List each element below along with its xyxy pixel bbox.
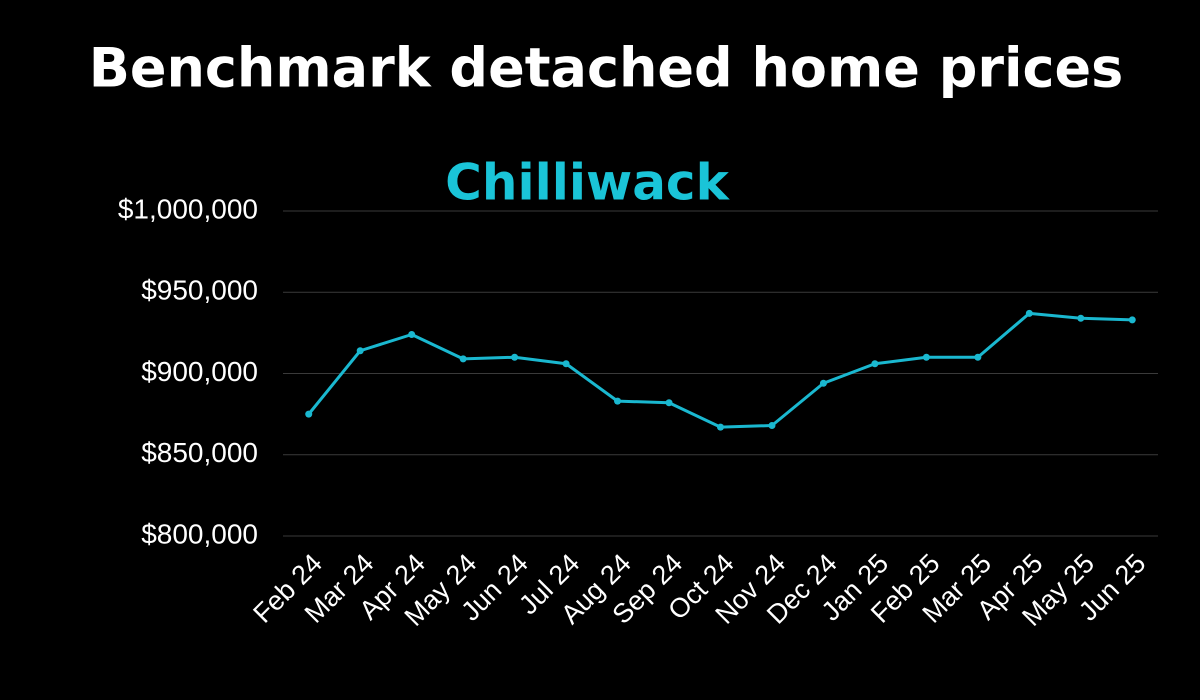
point — [1128, 316, 1136, 324]
point — [717, 423, 724, 431]
chart-subtitle: Chilliwack — [445, 154, 730, 212]
point — [922, 353, 930, 361]
y-tick-label: $950,000 — [141, 275, 258, 306]
point — [974, 353, 982, 361]
point — [665, 399, 673, 407]
y-tick-label: $850,000 — [141, 437, 258, 468]
point — [408, 331, 416, 338]
chart-title: Benchmark detached home prices — [89, 37, 1124, 100]
point — [768, 422, 776, 429]
point — [562, 360, 570, 368]
point — [356, 347, 364, 355]
point — [871, 360, 879, 368]
y-tick-label: $900,000 — [141, 356, 258, 387]
point — [614, 397, 622, 405]
point — [1077, 314, 1085, 322]
point — [305, 410, 313, 418]
point — [459, 355, 467, 363]
point — [511, 353, 519, 361]
y-tick-label: $800,000 — [141, 518, 258, 549]
point — [819, 379, 827, 387]
point — [1025, 309, 1033, 317]
y-tick-label: $1,000,000 — [118, 193, 258, 224]
